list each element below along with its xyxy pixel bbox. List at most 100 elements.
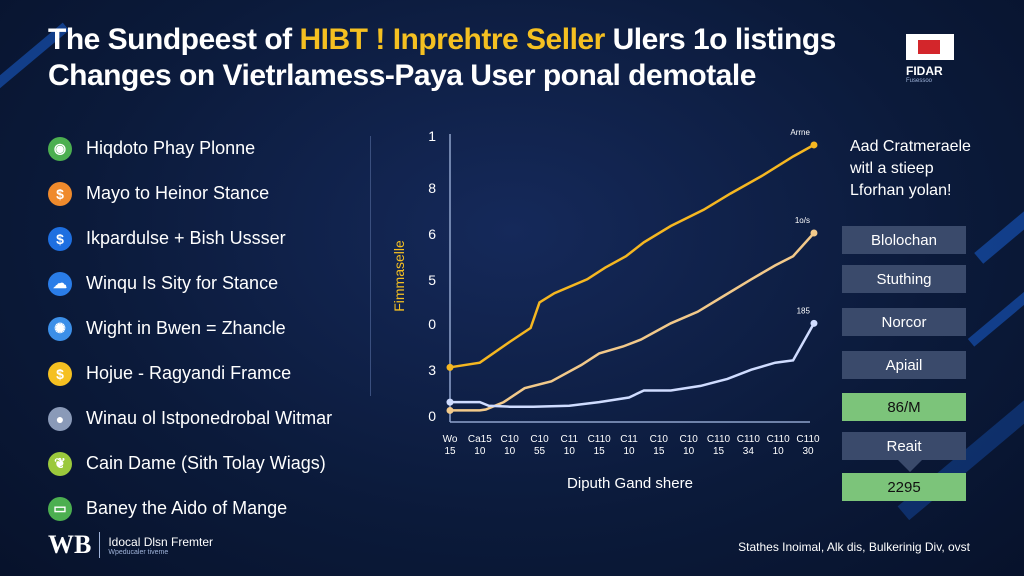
list-item: ◉ Hiqdoto Phay Plonne [48, 126, 332, 171]
page-title: The Sundpeest of HIBT ! Inprehtre Seller… [48, 22, 836, 94]
list-item-label: Hiqdoto Phay Plonne [86, 138, 256, 158]
series-end-label: Arrne [790, 128, 810, 137]
series-end-label: 1o/s [795, 216, 810, 225]
list-item: ❦ Cain Dame (Sith Tolay Wiags) [48, 441, 332, 486]
list-item-label: Hojue - Ragyandi Framce [86, 363, 292, 383]
card-icon: ▭ [48, 496, 72, 521]
dollar-icon: $ [48, 226, 72, 251]
right-panel-text: Aad Cratmeraele witl a stieep Lforhan yo… [850, 136, 971, 202]
x-tick-label: C10 [500, 434, 519, 445]
x-tick-label: 10 [474, 446, 486, 457]
list-item-label: Ikpardulse + Bish Ussser [86, 228, 286, 248]
line-chart: 1865030Wo15Ca1510C1010C1055C1110C11015C1… [391, 128, 820, 492]
y-tick-label: 1 [428, 128, 436, 144]
person-icon: ● [48, 406, 72, 431]
x-tick-label: C110 [707, 434, 731, 445]
x-axis-label: Diputh Gand shere [567, 475, 693, 492]
x-tick-label: Wo [443, 434, 458, 445]
title-text: Ulers 1o listings [604, 23, 837, 56]
list-item-label: Winqu Is Sity for Stance [86, 273, 279, 293]
panel-value-box: 2295 [842, 473, 966, 501]
x-tick-label: C110 [796, 434, 820, 445]
footer-logo: WB Idocal Dlsn Fremter Wpeducaler tiveme [48, 530, 213, 560]
x-tick-label: C10 [530, 434, 549, 445]
panel-box-reait: Reait [842, 432, 966, 460]
panel-box-blolochan: Blolochan [842, 226, 966, 254]
title-text: The Sundpeest of [48, 23, 300, 56]
x-tick-label: 10 [504, 446, 516, 457]
x-tick-label: C11 [561, 434, 579, 445]
series-line-bottom [450, 322, 816, 408]
feature-list: ◉ Hiqdoto Phay Plonne $ Mayo to Heinor Stan… [48, 126, 332, 531]
list-item: $ Hojue - Ragyandi Framce [48, 351, 332, 396]
x-tick-label: 10 [773, 446, 785, 457]
x-tick-label: C110 [737, 434, 761, 445]
x-tick-label: 10 [623, 446, 635, 457]
y-tick-label: 6 [428, 226, 436, 242]
x-tick-label: 15 [653, 446, 665, 457]
list-item-label: Winau ol Istponedrobal Witmar [86, 408, 333, 428]
title-line-2: Changes on Vietrlamess-Paya User ponal d… [48, 59, 756, 92]
panel-text-line: Aad Cratmeraele [850, 138, 971, 155]
x-tick-label: C110 [588, 434, 612, 445]
panel-text-line: witl a stieep [850, 160, 934, 177]
data-point [446, 363, 454, 371]
data-point [810, 319, 818, 327]
brand-name: FIDAR [906, 64, 943, 78]
data-point [810, 141, 818, 149]
callout-notch [898, 460, 922, 472]
x-tick-label: C10 [679, 434, 698, 445]
x-tick-label: C10 [650, 434, 669, 445]
money-icon: $ [48, 361, 72, 386]
panel-value-box: 86/M [842, 393, 966, 421]
x-tick-label: 34 [743, 446, 755, 457]
list-item: $ Mayo to Heinor Stance [48, 171, 332, 216]
data-point [446, 406, 454, 414]
x-tick-label: C11 [620, 434, 638, 445]
title-highlight: ! [367, 23, 393, 56]
x-tick-label: 10 [564, 446, 576, 457]
data-point [446, 398, 454, 406]
y-tick-label: 3 [428, 362, 436, 378]
x-tick-label: 55 [534, 446, 546, 457]
coin-icon: $ [48, 181, 72, 206]
list-item-label: Mayo to Heinor Stance [86, 183, 270, 203]
panel-box-norcor: Norcor [842, 308, 966, 336]
brand-logo: FIDAR Fusessoo [906, 34, 956, 84]
panel-box-stuthing: Stuthing [842, 265, 966, 293]
x-tick-label: 15 [444, 446, 456, 457]
x-tick-label: C110 [767, 434, 791, 445]
data-point [810, 229, 818, 237]
list-item: ✺ Wight in Bwen = Zhancle [48, 306, 332, 351]
title-highlight: HIBT [299, 23, 369, 56]
y-tick-label: 0 [428, 316, 436, 332]
series-line-top [449, 143, 815, 369]
brand-subtitle: Fusessoo [906, 78, 933, 84]
x-tick-label: Ca15 [468, 434, 492, 445]
footer-org-tagline: Wpeducaler tiveme [108, 548, 169, 556]
x-tick-label: 30 [802, 446, 814, 457]
globe-icon: ◉ [48, 136, 72, 161]
y-tick-label: 0 [428, 408, 436, 424]
series-line-middle [450, 232, 815, 412]
divider [370, 136, 371, 396]
footer-credits: Stathes Inoimal, Alk dis, Bulkerinig Div… [738, 540, 970, 554]
panel-text-line: Lforhan yolan! [850, 182, 952, 199]
cloud-icon: ☁ [48, 271, 72, 296]
footer-divider [99, 532, 101, 558]
title-line-1: The Sundpeest of HIBT ! Inprehtre Seller… [48, 22, 836, 58]
footer-org-name: Idocal Dlsn Fremter [108, 534, 214, 549]
x-tick-label: 15 [594, 446, 606, 457]
list-item: ● Winau ol Istponedrobal Witmar [48, 396, 332, 441]
list-item-label: Wight in Bwen = Zhancle [86, 318, 286, 338]
list-item-label: Cain Dame (Sith Tolay Wiags) [86, 453, 326, 473]
leaf-icon: ❦ [48, 451, 72, 476]
y-axis-label: Fimmaselle [391, 240, 407, 312]
list-item: $ Ikpardulse + Bish Ussser [48, 216, 332, 261]
x-tick-label: 10 [683, 446, 695, 457]
list-item-label: Baney the Aido of Mange [86, 498, 288, 518]
flag-icon [906, 34, 954, 60]
list-item: ▭ Baney the Aido of Mange [48, 486, 332, 531]
series-end-label: 185 [797, 306, 811, 315]
x-tick-label: 15 [713, 446, 725, 457]
